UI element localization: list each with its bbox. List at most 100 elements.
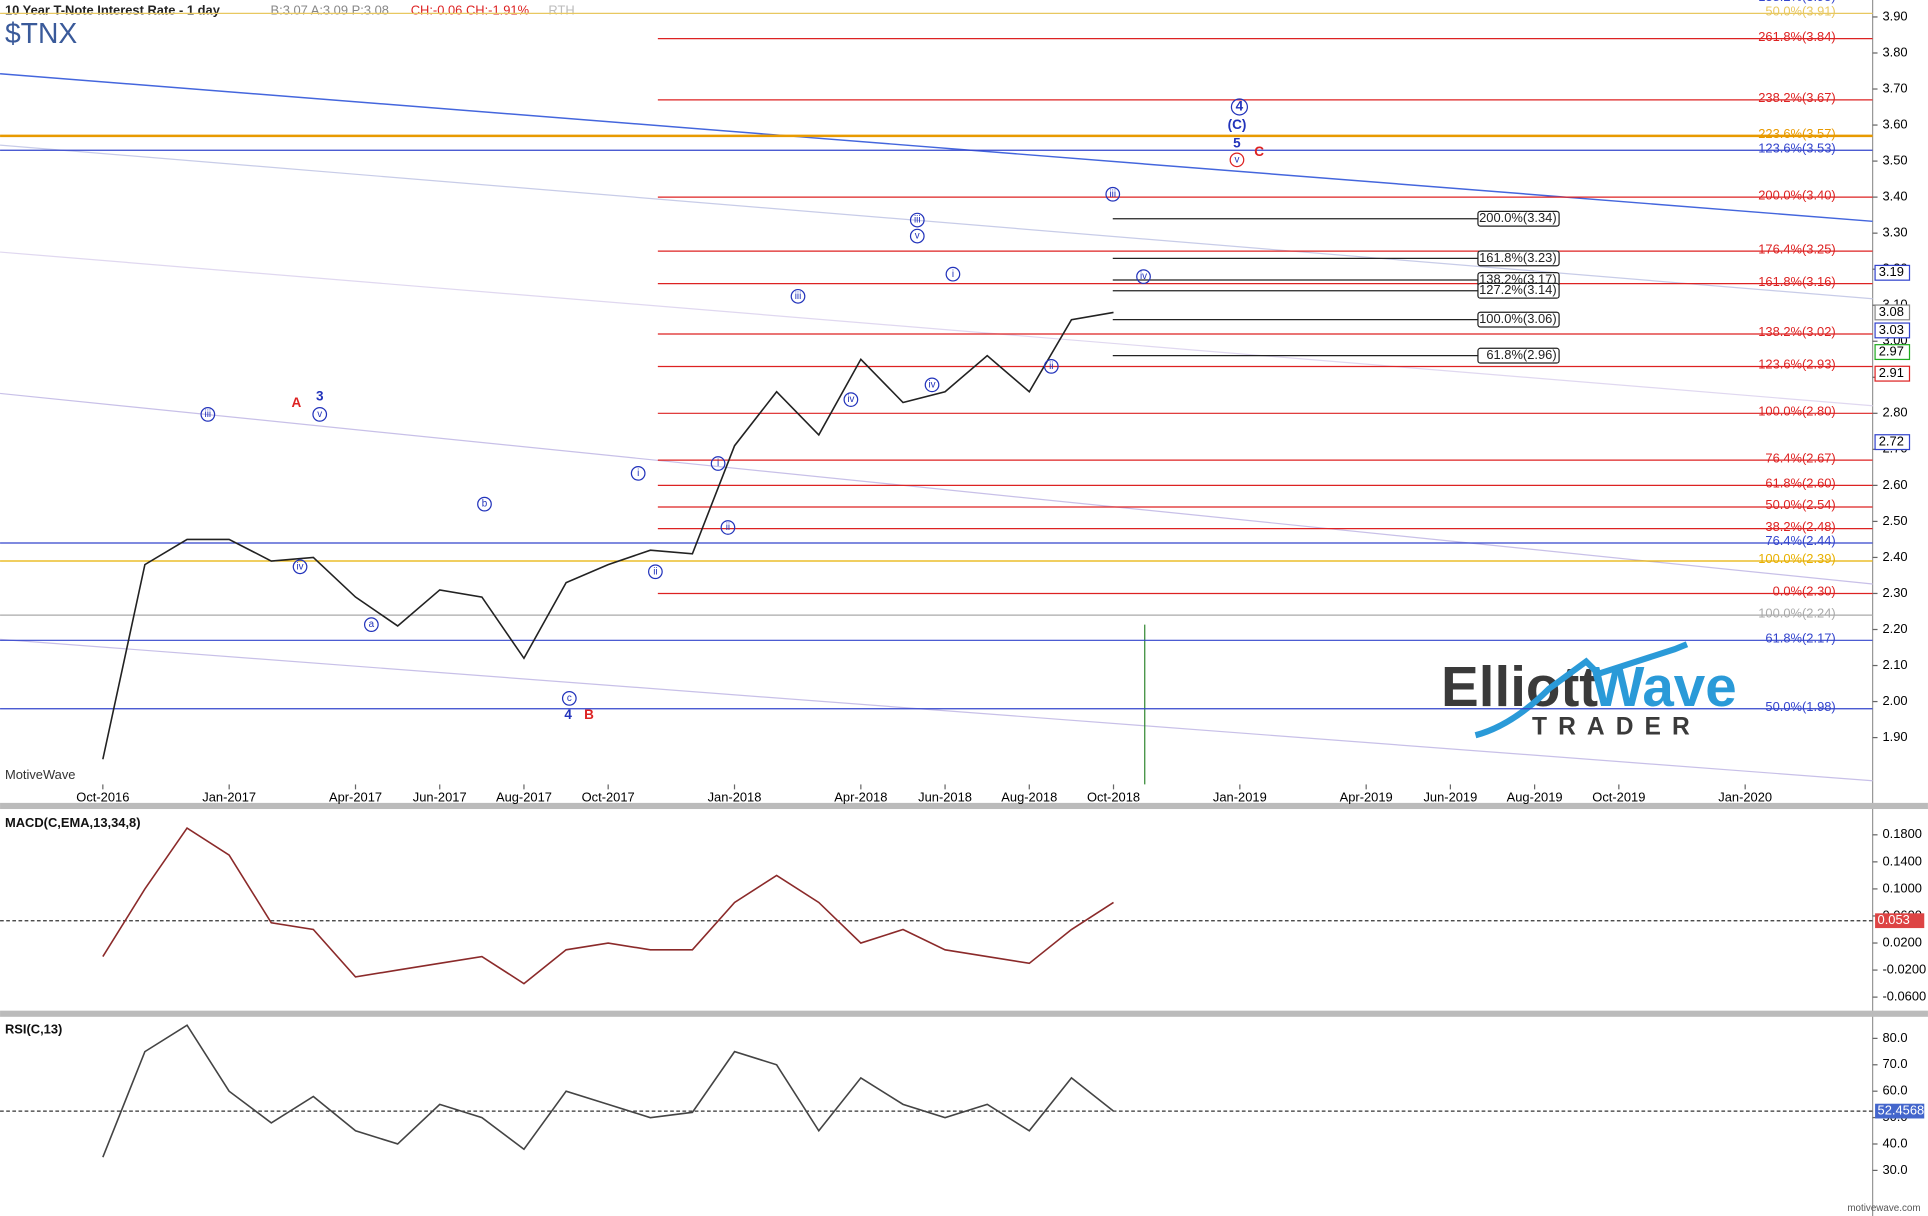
wave-label: v xyxy=(1234,154,1239,165)
y-tick-label: 70.0 xyxy=(1882,1056,1907,1071)
fib-box xyxy=(1477,311,1560,328)
wave-label: iii xyxy=(914,215,921,226)
price-badge-label: 3.19 xyxy=(1879,264,1904,279)
fib-label: 127.2%(3.14) xyxy=(1479,282,1557,297)
x-tick-label: Jan-2019 xyxy=(1213,789,1267,804)
wave-label: iv xyxy=(297,561,304,572)
y-tick-label: 40.0 xyxy=(1882,1135,1907,1150)
y-tick-label: 0.1000 xyxy=(1882,880,1921,895)
fib-box xyxy=(1477,347,1560,364)
wave-circle xyxy=(312,406,328,422)
wave-label: a xyxy=(369,619,375,630)
y-tick-label: 2.50 xyxy=(1882,513,1907,528)
wave-label: ii xyxy=(653,566,657,577)
wave-label: iv xyxy=(847,394,854,405)
x-tick-label: Apr-2018 xyxy=(834,789,887,804)
series-line xyxy=(102,1024,1115,1158)
x-tick-label: Apr-2017 xyxy=(329,789,382,804)
fib-label: 138.2%(3.95) xyxy=(1758,0,1836,4)
fib-label: 0.0%(2.30) xyxy=(1773,584,1836,599)
fib-label: 38.2%(2.48) xyxy=(1765,519,1835,534)
fib-label: 100.0%(3.06) xyxy=(1479,311,1557,326)
y-tick-label: 2.60 xyxy=(1882,477,1907,492)
fib-label: 123.6%(2.93) xyxy=(1758,357,1836,372)
wave-label: (C) xyxy=(1228,117,1247,132)
wave-circle xyxy=(790,288,806,304)
fib-label: 61.8%(2.60) xyxy=(1765,476,1835,491)
channel-line xyxy=(0,251,1873,407)
wave-circle xyxy=(477,496,492,512)
logo-sub: TRADER xyxy=(1532,713,1701,740)
wave-circle xyxy=(1230,98,1249,116)
wave-label: iv xyxy=(928,379,935,390)
y-tick-label: 30.0 xyxy=(1882,1162,1907,1177)
wave-label: i xyxy=(952,269,954,280)
price-badge xyxy=(1874,322,1911,339)
channel-line xyxy=(0,392,1873,585)
fib-label: 161.8%(3.16) xyxy=(1758,274,1836,289)
channel-line xyxy=(0,638,1873,782)
wave-label: c xyxy=(567,693,572,704)
x-tick-label: Aug-2017 xyxy=(496,789,552,804)
wave-circle xyxy=(909,228,925,244)
fib-label: 100.0%(2.80) xyxy=(1758,403,1836,418)
y-tick-label: 2.00 xyxy=(1882,693,1907,708)
wave-circle xyxy=(720,520,736,535)
x-tick-label: Jan-2020 xyxy=(1718,789,1772,804)
x-tick-label: Aug-2018 xyxy=(1001,789,1057,804)
wave-circle xyxy=(843,392,859,407)
y-tick-label: 2.80 xyxy=(1882,405,1907,420)
x-tick-label: Jan-2018 xyxy=(708,789,762,804)
fib-label: 261.8%(3.84) xyxy=(1758,29,1836,44)
fib-box xyxy=(1477,282,1560,299)
price-badge-label: 3.08 xyxy=(1879,304,1904,319)
y-tick-label: 3.90 xyxy=(1882,8,1907,23)
x-tick-label: Apr-2019 xyxy=(1340,789,1393,804)
y-tick-label: 3.40 xyxy=(1882,189,1907,204)
price-badge xyxy=(1874,304,1911,321)
x-tick-label: Jun-2019 xyxy=(1423,789,1477,804)
x-tick-label: Oct-2016 xyxy=(76,789,129,804)
fib-label: 50.0%(1.98) xyxy=(1765,699,1835,714)
price-badge-label: 2.91 xyxy=(1879,365,1904,380)
fib-box xyxy=(1477,250,1560,267)
y-tick-label: 60.0 xyxy=(1882,1083,1907,1098)
wave-label: b xyxy=(482,499,488,510)
fib-label: 123.6%(3.53) xyxy=(1758,140,1836,155)
value-badge-label: 0.053 xyxy=(1878,912,1910,927)
logo-word: Elliott xyxy=(1441,655,1598,718)
fib-label: 223.6%(3.57) xyxy=(1758,126,1836,141)
price-badge xyxy=(1874,344,1911,361)
wave-label: i xyxy=(637,468,639,479)
footer: motivewave.com xyxy=(1847,1203,1920,1214)
wave-label: A xyxy=(291,395,301,410)
change: CH:-0.06 CH:-1.91% xyxy=(411,2,530,17)
fib-label: 76.4%(2.67) xyxy=(1765,450,1835,465)
fib-label: 200.0%(3.34) xyxy=(1479,210,1557,225)
wave-label: i xyxy=(717,458,719,469)
wave-label: iv xyxy=(1140,271,1147,282)
fib-label: 50.0%(2.54) xyxy=(1765,497,1835,512)
y-tick-label: 0.0200 xyxy=(1882,934,1921,949)
y-tick-label: 80.0 xyxy=(1882,1030,1907,1045)
fib-label: 61.8%(2.17) xyxy=(1765,630,1835,645)
wave-label: iii xyxy=(1109,189,1116,200)
series-line xyxy=(102,311,1114,760)
wave-label: v xyxy=(317,409,322,420)
wave-circle xyxy=(945,266,961,282)
wave-circle xyxy=(909,212,925,228)
wave-circle xyxy=(561,690,577,706)
fib-label: 61.8%(2.96) xyxy=(1486,347,1556,362)
fib-label: 138.2%(3.17) xyxy=(1479,271,1557,286)
y-tick-label: -0.0600 xyxy=(1882,989,1926,1004)
wave-circle xyxy=(648,564,663,580)
value-badge xyxy=(1875,1103,1925,1119)
panel-divider xyxy=(0,1010,1928,1017)
fib-label: 100.0%(2.24) xyxy=(1758,605,1836,620)
y-tick-label: 2.40 xyxy=(1882,549,1907,564)
y-tick-label: 1.90 xyxy=(1882,729,1907,744)
fib-label: 76.4%(2.44) xyxy=(1765,533,1835,548)
x-tick-label: Aug-2019 xyxy=(1507,789,1563,804)
wave-circle xyxy=(363,617,379,632)
